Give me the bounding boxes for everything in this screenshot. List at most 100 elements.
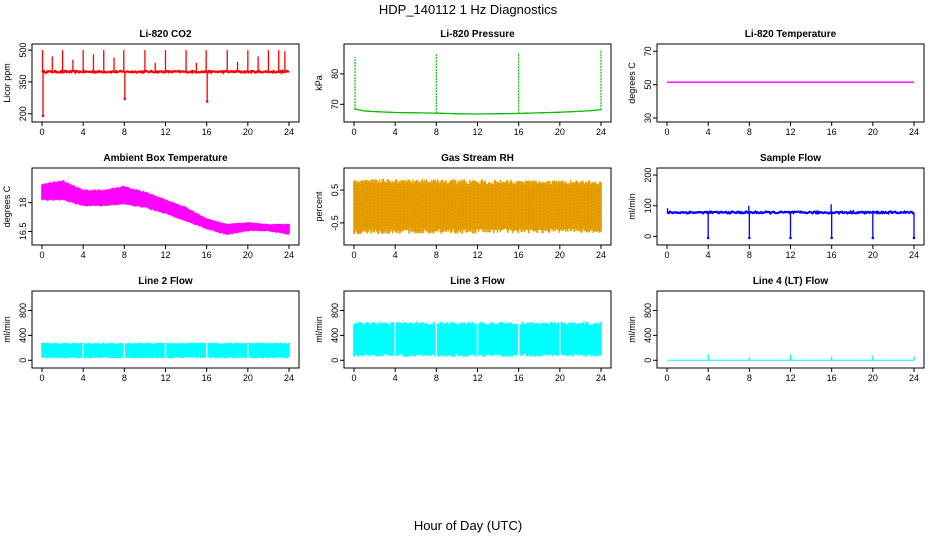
panel-2: Li-820 Temperature 0 4 8 12 16 20 24 30 50 70 degre… [627,29,925,137]
panel-7: Line 3 Flow 0 4 8 12 16 20 24 0 400 800 ml/min [314,276,612,383]
x-tick-label: 0 [351,250,356,260]
y-tick-label: 0 [643,234,653,239]
x-tick-label: 8 [434,127,439,137]
y-tick-label: 800 [330,303,340,318]
series-spike-point [706,236,710,240]
x-tick-label: 8 [434,250,439,260]
series-7 [353,320,602,358]
series-spike-point [41,114,45,118]
panel-6: Line 2 Flow 0 4 8 12 16 20 24 0 400 800 ml/min [2,276,300,383]
x-tick-label: 16 [827,127,837,137]
x-tick-label: 16 [202,250,212,260]
y-tick-label: 800 [18,303,28,318]
series-spike-point [830,236,833,240]
series-band-core [42,182,289,234]
x-tick-label: 12 [160,250,170,260]
y-axis-label: Licor ppm [2,63,12,103]
y-tick-label: 500 [18,43,28,58]
x-tick-label: 8 [122,373,127,383]
x-tick-label: 20 [555,373,565,383]
y-tick-label: 30 [643,113,653,123]
x-tick-label: 20 [243,373,253,383]
x-tick-label: 12 [472,127,482,137]
x-tick-label: 20 [868,373,878,383]
series-6 [41,341,290,360]
x-tick-label: 8 [122,127,127,137]
x-tick-label: 16 [514,127,524,137]
x-tick-label: 24 [596,250,606,260]
x-tick-label: 24 [596,127,606,137]
x-tick-label: 24 [284,373,294,383]
x-tick-label: 0 [39,250,44,260]
y-axis-label: ml/min [2,316,12,343]
y-axis-label: kPa [314,75,324,91]
x-tick-label: 0 [351,373,356,383]
x-tick-label: 12 [785,373,795,383]
x-tick-label: 24 [284,127,294,137]
y-tick-label: 400 [643,328,653,343]
plot-frame [656,43,925,123]
x-tick-label: 20 [868,127,878,137]
series-3 [41,180,290,236]
series-4 [353,178,602,235]
x-tick-label: 16 [827,250,837,260]
panel-title: Li-820 Temperature [745,29,837,40]
panel-8: Line 4 (LT) Flow 0 4 8 12 16 20 24 0 400 800 ml/min [627,276,925,383]
series-1 [353,49,602,115]
y-tick-label: 70 [643,46,653,56]
x-tick-label: 4 [81,127,86,137]
y-tick-label: 100 [643,198,653,213]
y-tick-label: 0 [330,358,340,363]
y-tick-label: 50 [643,80,653,90]
y-tick-label: 350 [18,74,28,89]
x-tick-label: 16 [202,127,212,137]
x-tick-label: 0 [664,250,669,260]
x-tick-label: 12 [160,127,170,137]
panel-title: Gas Stream RH [441,153,514,164]
x-tick-label: 12 [472,250,482,260]
x-tick-label: 8 [434,373,439,383]
y-tick-label: 0 [643,358,653,363]
x-tick-label: 8 [747,127,752,137]
y-tick-label: 16.5 [18,223,28,241]
panel-title: Line 3 Flow [450,276,505,287]
y-axis-label: ml/min [627,316,637,343]
figure-title: HDP_140112 1 Hz Diagnostics [378,2,558,17]
x-tick-label: 4 [81,250,86,260]
panel-title: Ambient Box Temperature [103,153,228,164]
y-tick-label: 400 [18,328,28,343]
y-axis-label: ml/min [627,193,637,220]
series-spike-point [789,236,792,240]
x-tick-label: 4 [706,127,711,137]
panel-3: Ambient Box Temperature 0 4 8 12 16 20 24 16.5 18… [2,153,300,260]
x-tick-label: 24 [909,250,919,260]
x-tick-label: 16 [514,250,524,260]
plot-frame [343,43,612,123]
panel-5: Sample Flow 0 4 8 12 16 20 24 0 100 200 ml/min [627,153,925,260]
series-line [353,108,602,115]
y-axis-label: ml/min [314,316,324,343]
x-tick-label: 16 [514,373,524,383]
panel-title: Li-820 CO2 [139,29,192,40]
panel-title: Line 2 Flow [138,276,193,287]
y-axis-label: degrees C [2,185,12,227]
y-tick-label: 70 [330,99,340,109]
x-tick-label: 8 [122,250,127,260]
x-tick-label: 20 [243,250,253,260]
y-tick-label: -0.5 [330,215,340,231]
series-0 [41,50,290,118]
series-texture [353,181,602,232]
x-tick-label: 12 [472,373,482,383]
x-tick-label: 20 [555,250,565,260]
x-tick-label: 0 [351,127,356,137]
x-tick-label: 0 [39,373,44,383]
x-tick-label: 12 [160,373,170,383]
x-tick-label: 0 [39,127,44,137]
x-tick-label: 0 [664,373,669,383]
x-tick-label: 8 [747,373,752,383]
y-tick-label: 400 [330,328,340,343]
y-tick-label: 18 [18,198,28,208]
panel-1: Li-820 Pressure 0 4 8 12 16 20 24 70 80 kPa [314,29,612,137]
x-tick-label: 4 [81,373,86,383]
